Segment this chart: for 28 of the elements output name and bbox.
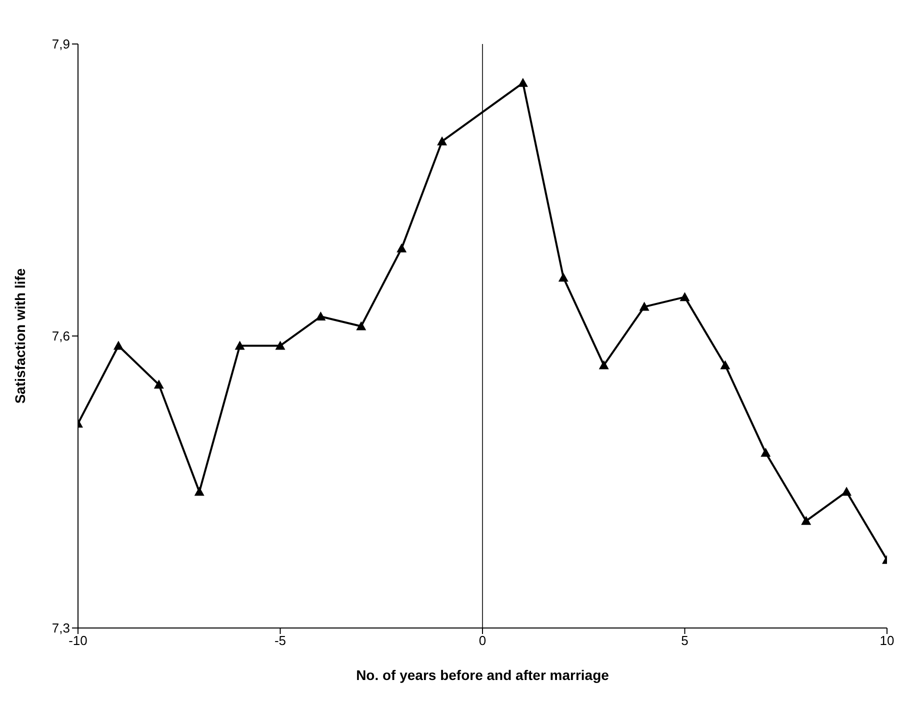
x-tick-label: 5 <box>681 633 688 648</box>
point <box>842 486 852 496</box>
point <box>234 340 245 350</box>
point <box>275 340 286 350</box>
point <box>154 380 164 389</box>
point <box>356 321 366 330</box>
x-tick-label: -5 <box>274 633 286 648</box>
y-axis-title: Satisfaction with life <box>12 268 28 404</box>
y-tick-label: 7,3 <box>52 620 70 636</box>
x-tick-label: 10 <box>880 633 894 648</box>
point <box>396 243 407 252</box>
point <box>801 516 812 525</box>
point <box>598 360 609 370</box>
x-tick-label: -10 <box>68 633 88 648</box>
y-tick-label: 7,6 <box>52 328 70 344</box>
point <box>316 312 326 321</box>
x-axis-title: No. of years before and after marriage <box>356 667 610 683</box>
point <box>558 272 568 282</box>
point <box>720 360 730 370</box>
point <box>680 292 690 302</box>
point <box>760 448 771 457</box>
point <box>518 78 528 87</box>
y-tick-label: 7,9 <box>52 36 70 52</box>
point <box>194 486 204 496</box>
x-tick-label: 0 <box>478 633 486 648</box>
point <box>639 302 650 311</box>
point <box>113 340 124 350</box>
point <box>437 136 448 146</box>
